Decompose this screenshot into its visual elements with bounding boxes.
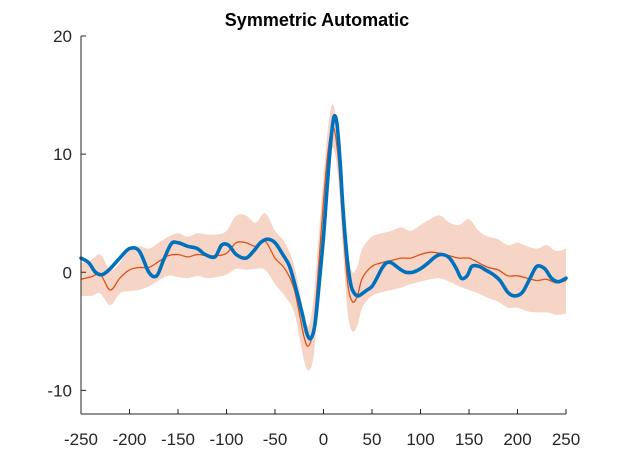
x-tick-label: -100	[209, 430, 243, 449]
axis-ticks: -250 -200 -150 -100 -50 0 50 100 150 200 250-10010…	[47, 27, 580, 449]
x-tick-label: -200	[112, 430, 146, 449]
x-tick-label: -50	[263, 430, 288, 449]
plot-marks	[79, 113, 568, 348]
confidence-band	[81, 104, 566, 371]
y-tick-label: 0	[63, 263, 72, 282]
x-tick-label: 250	[552, 430, 580, 449]
x-tick-label: 0	[319, 430, 328, 449]
x-tick-label: 100	[406, 430, 434, 449]
y-tick-label: 10	[53, 145, 72, 164]
chart-title: Symmetric Automatic	[225, 10, 409, 30]
y-tick-label: 20	[53, 27, 72, 46]
x-tick-label: 150	[455, 430, 483, 449]
x-tick-label: -150	[161, 430, 195, 449]
series-line-signal	[79, 113, 568, 341]
y-tick-label: -10	[47, 381, 72, 400]
x-tick-label: 200	[503, 430, 531, 449]
x-tick-label: -250	[64, 430, 98, 449]
x-tick-label: 50	[363, 430, 382, 449]
